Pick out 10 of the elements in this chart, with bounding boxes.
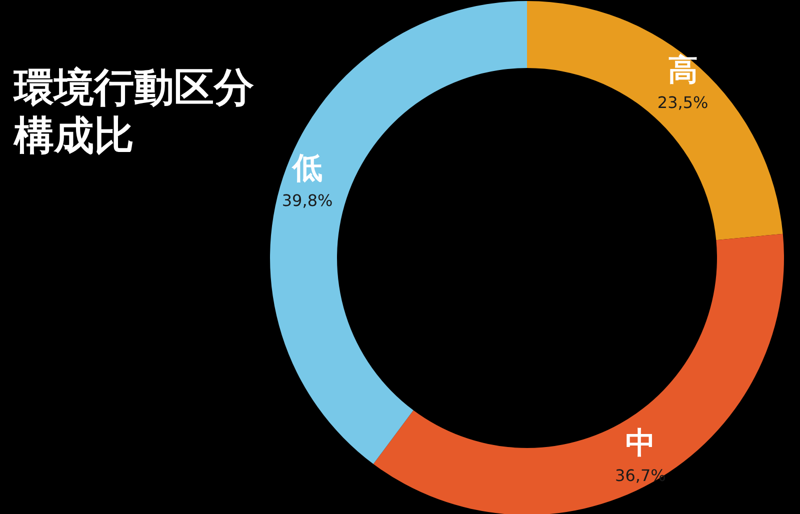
donut-slice	[270, 1, 527, 464]
data-label: 36,7%	[615, 466, 666, 485]
slice-label: 中	[625, 426, 656, 461]
data-label: 39,8%	[282, 191, 333, 210]
data-label: 23,5%	[657, 92, 708, 112]
text: 環境行動区分構成比	[14, 64, 255, 160]
slice-label: 低	[291, 151, 322, 186]
slice-label: 高	[668, 52, 698, 88]
donut-slice	[373, 234, 784, 514]
donut-slice	[527, 1, 783, 240]
